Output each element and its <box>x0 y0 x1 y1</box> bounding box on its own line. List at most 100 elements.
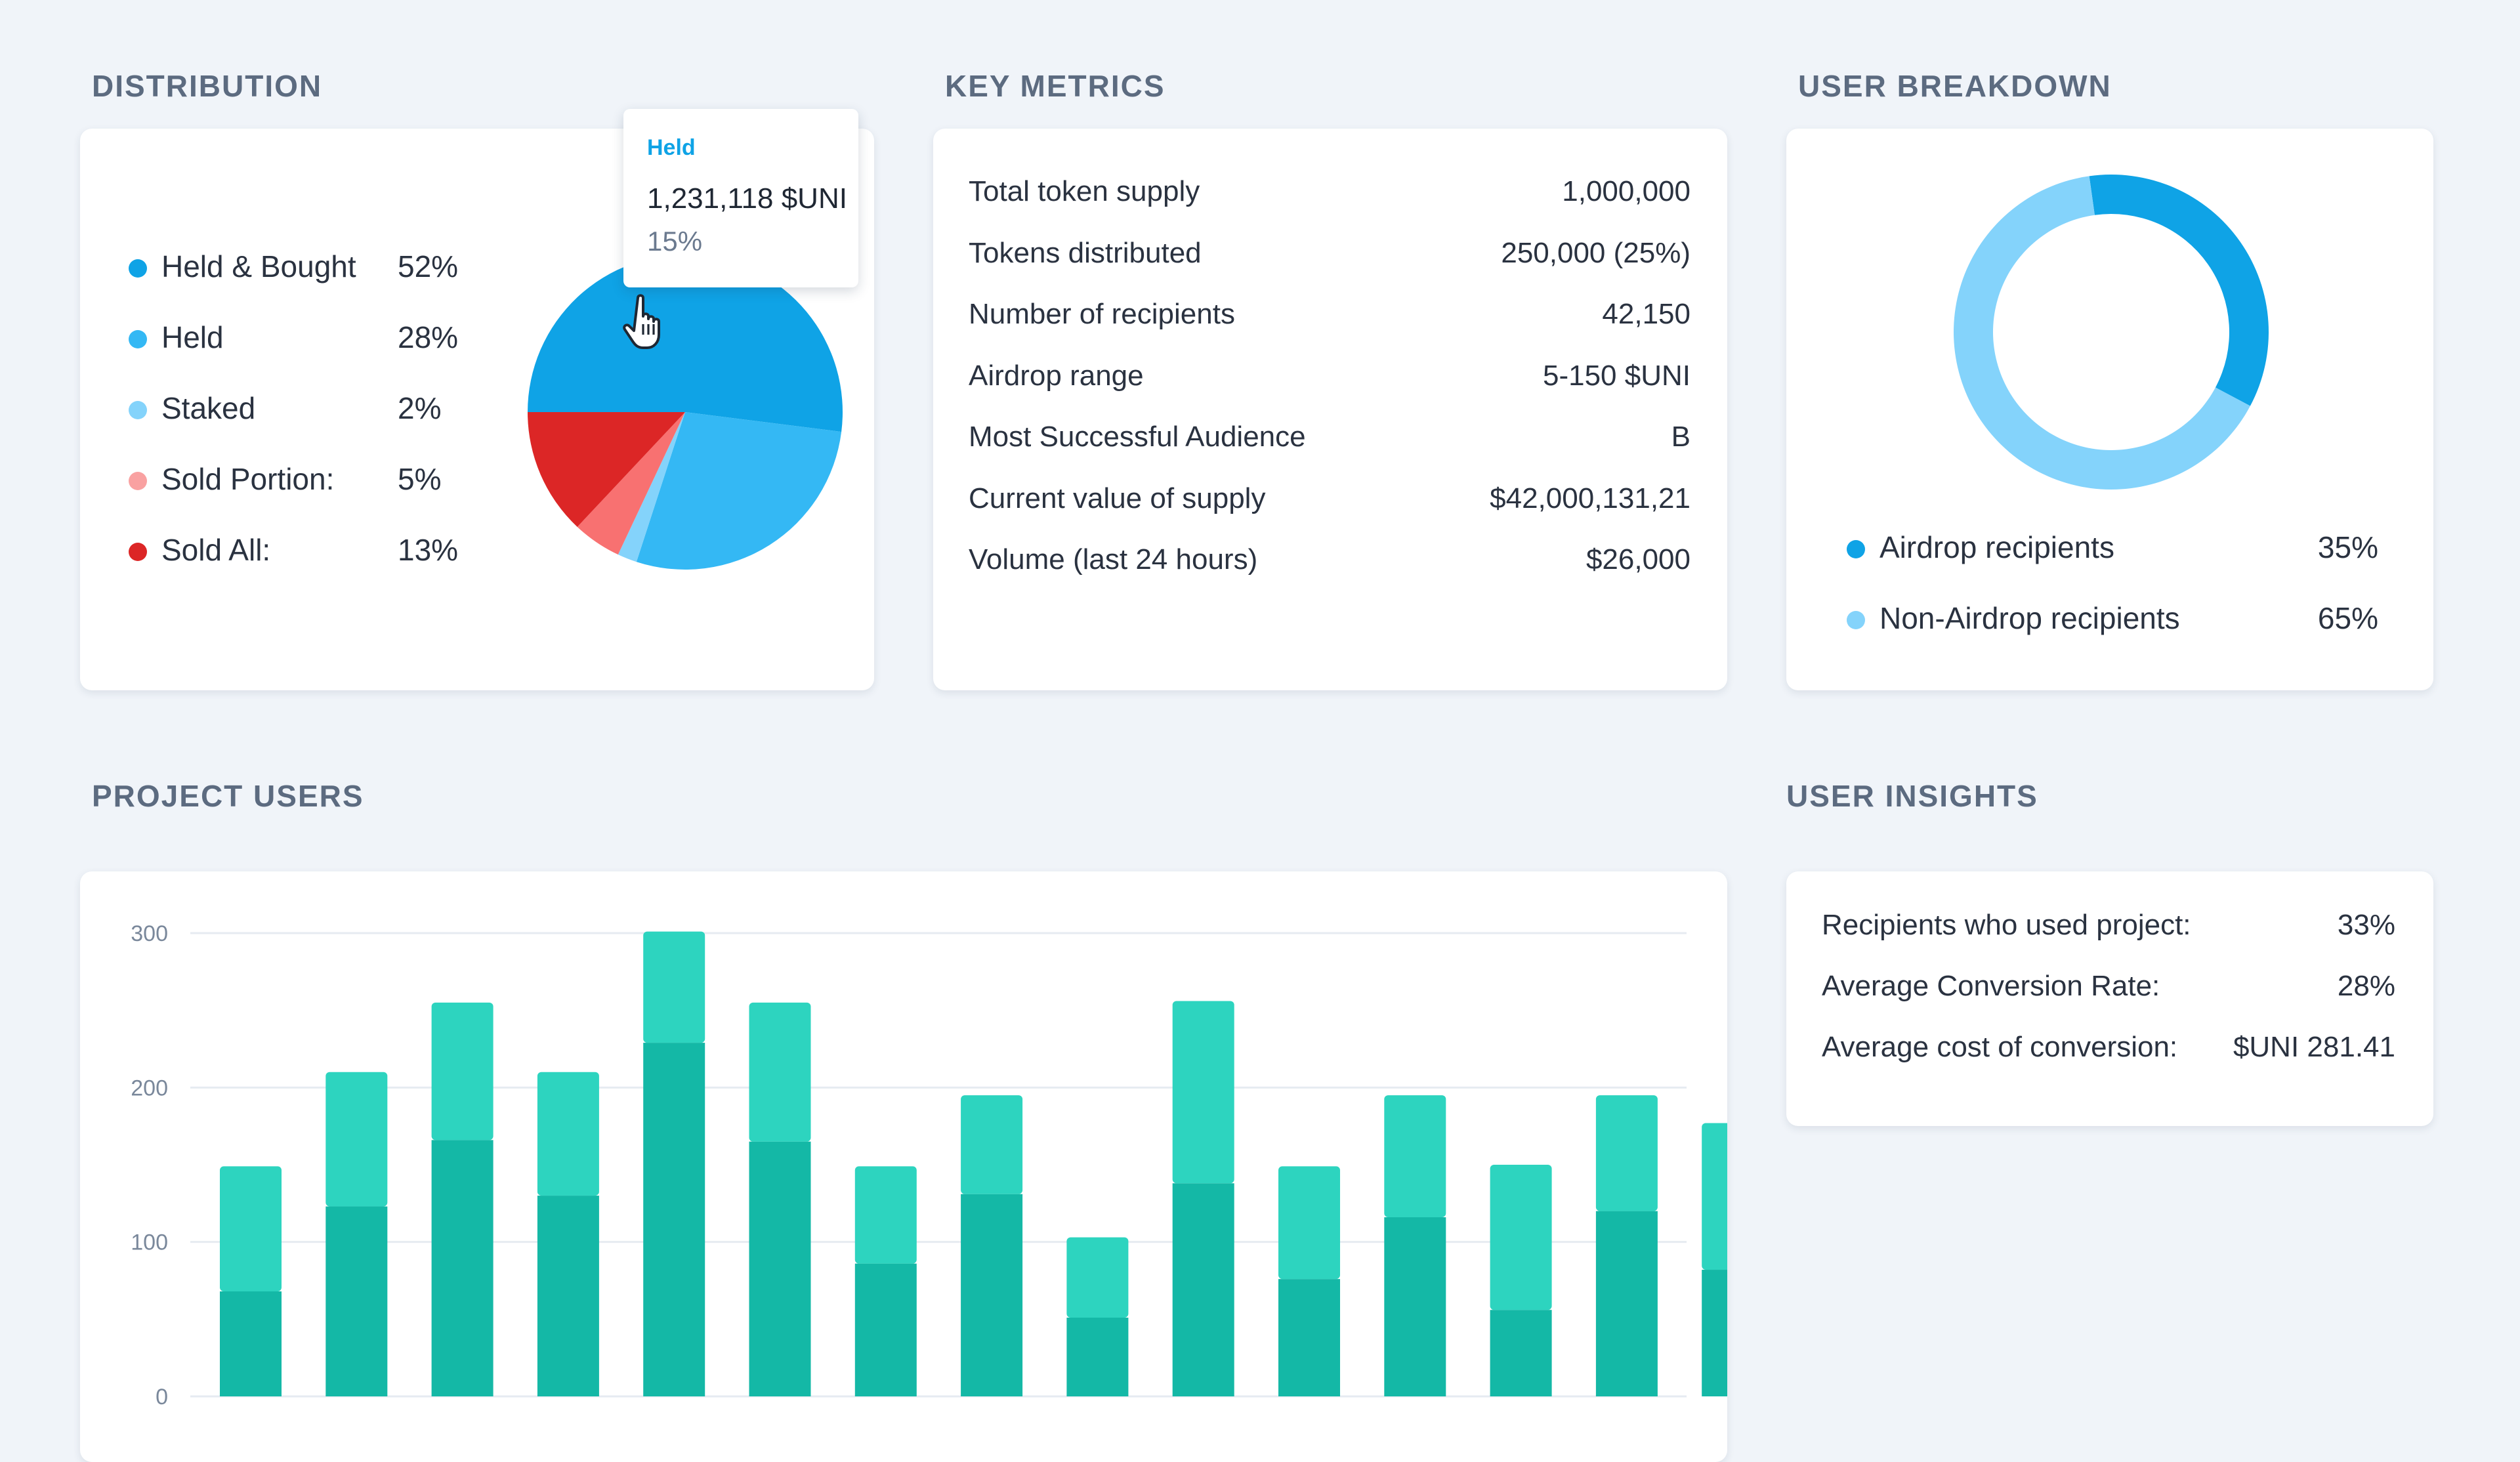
bar-segment-lower[interactable] <box>220 1291 282 1396</box>
bar-segment-upper[interactable] <box>1172 1001 1234 1184</box>
bar-segment-upper[interactable] <box>537 1072 599 1196</box>
distribution-title: DISTRIBUTION <box>92 69 323 103</box>
bar-segment-lower[interactable] <box>643 1043 705 1396</box>
distribution-pie-chart[interactable] <box>521 248 849 576</box>
bar-segment-upper[interactable] <box>220 1166 282 1291</box>
metric-value: 42,150 <box>1602 298 1690 330</box>
metric-label: Airdrop range <box>969 359 1144 392</box>
bar-segment-upper[interactable] <box>431 1002 494 1140</box>
bar-segment-upper[interactable] <box>326 1072 388 1207</box>
metric-row: Tokens distributed 250,000 (25%) <box>969 234 1690 273</box>
metric-row: Airdrop range 5-150 $UNI <box>969 356 1690 396</box>
y-tick-label: 100 <box>131 1230 168 1255</box>
user-breakdown-card: Airdrop recipients 35% Non-Airdrop recipie… <box>1786 129 2433 690</box>
metric-label: Average cost of conversion: <box>1822 1031 2178 1063</box>
metric-value: B <box>1671 421 1690 453</box>
bar-segment-upper[interactable] <box>1066 1237 1129 1318</box>
insight-row: Average cost of conversion: $UNI 281.41 <box>1822 1028 2395 1067</box>
legend-label: Sold Portion: <box>161 462 335 496</box>
pie-tooltip: Held 1,231,118 $UNI 15% <box>623 109 858 287</box>
bar-segment-lower[interactable] <box>749 1141 811 1396</box>
legend-value: 2% <box>398 391 442 425</box>
bar-segment-lower[interactable] <box>1066 1317 1129 1396</box>
legend-label: Sold All: <box>161 533 271 567</box>
legend-item[interactable]: Held & Bought 52% <box>129 247 496 286</box>
project-users-card: 0 100 200 300 <box>80 871 1727 1462</box>
metric-row: Total token supply 1,000,000 <box>969 172 1690 211</box>
metric-value: $26,000 <box>1586 543 1690 575</box>
pie-slice-sold-all[interactable] <box>528 412 685 527</box>
metric-value: 250,000 (25%) <box>1501 236 1690 269</box>
bar-segment-upper[interactable] <box>854 1166 917 1264</box>
legend-dot <box>129 543 147 561</box>
key-metrics-card: Total token supply 1,000,000 Tokens distri… <box>933 129 1727 690</box>
bar-segment-upper[interactable] <box>1702 1123 1727 1270</box>
user-breakdown-title: USER BREAKDOWN <box>1798 69 2112 103</box>
project-users-bar-chart: 0 100 200 300 <box>131 921 1727 1410</box>
legend-item[interactable]: Sold All: 13% <box>129 530 496 570</box>
pie-slice-staked[interactable] <box>618 412 685 562</box>
bar-segment-lower[interactable] <box>1490 1310 1552 1396</box>
legend-item[interactable]: Airdrop recipients 35% <box>1847 528 2378 567</box>
user-insights-card: Recipients who used project: 33% Average C… <box>1786 871 2433 1126</box>
project-users-title: PROJECT USERS <box>92 779 364 813</box>
user-breakdown-donut-chart[interactable] <box>1947 168 2275 496</box>
tooltip-amount: 1,231,118 $UNI <box>647 182 847 215</box>
metric-value: 33% <box>2337 909 2395 941</box>
legend-value: 28% <box>398 320 459 354</box>
legend-value: 5% <box>398 462 442 496</box>
legend-item[interactable]: Non-Airdrop recipients 65% <box>1847 598 2378 638</box>
legend-value: 52% <box>398 249 459 283</box>
bar-segment-upper[interactable] <box>961 1095 1023 1194</box>
metric-label: Recipients who used project: <box>1822 909 2191 941</box>
metric-label: Average Conversion Rate: <box>1822 970 2160 1002</box>
metric-value: 1,000,000 <box>1562 175 1690 207</box>
donut-slice-airdrop-recipients[interactable] <box>2089 175 2269 406</box>
pie-slice-held[interactable] <box>636 412 842 570</box>
metric-value: $42,000,131,21 <box>1490 482 1690 514</box>
bar-segment-lower[interactable] <box>1384 1217 1446 1396</box>
metric-label: Current value of supply <box>969 482 1266 514</box>
legend-dot <box>129 259 147 278</box>
user-insights-title: USER INSIGHTS <box>1786 779 2038 813</box>
legend-item[interactable]: Sold Portion: 5% <box>129 459 496 499</box>
bar-segment-upper[interactable] <box>1278 1166 1340 1280</box>
pie-slice-held-bought[interactable] <box>528 255 843 432</box>
bar-segment-upper[interactable] <box>1490 1165 1552 1310</box>
metric-label: Most Successful Audience <box>969 421 1306 453</box>
bar-segment-lower[interactable] <box>1595 1211 1658 1396</box>
bar-segment-upper[interactable] <box>749 1002 811 1142</box>
bar-segment-upper[interactable] <box>1384 1095 1446 1218</box>
y-tick-label: 200 <box>131 1076 168 1100</box>
pie-slice-sold-portion[interactable] <box>577 412 685 555</box>
legend-item[interactable]: Held 28% <box>129 318 496 357</box>
bar-segment-lower[interactable] <box>431 1140 494 1396</box>
metric-row: Number of recipients 42,150 <box>969 295 1690 334</box>
bar-segment-lower[interactable] <box>537 1196 599 1396</box>
y-tick-label: 0 <box>156 1385 168 1410</box>
metric-value: $UNI 281.41 <box>2233 1031 2395 1063</box>
bar-segment-lower[interactable] <box>854 1263 917 1396</box>
tooltip-percent: 15% <box>647 226 703 257</box>
legend-label: Non-Airdrop recipients <box>1880 601 2180 635</box>
metric-value: 28% <box>2337 970 2395 1002</box>
bar-segment-upper[interactable] <box>643 931 705 1043</box>
bar-segment-upper[interactable] <box>1595 1095 1658 1211</box>
bar-segment-lower[interactable] <box>961 1194 1023 1396</box>
insight-row: Average Conversion Rate: 28% <box>1822 967 2395 1006</box>
metric-label: Number of recipients <box>969 298 1235 330</box>
bar-segment-lower[interactable] <box>326 1206 388 1396</box>
legend-dot <box>1847 540 1865 558</box>
metric-row: Volume (last 24 hours) $26,000 <box>969 540 1690 579</box>
legend-label: Held <box>161 320 224 354</box>
legend-label: Held & Bought <box>161 249 356 283</box>
legend-value: 65% <box>2317 601 2378 635</box>
bar-segment-lower[interactable] <box>1278 1279 1340 1396</box>
legend-dot <box>129 472 147 490</box>
bar-segment-lower[interactable] <box>1172 1183 1234 1396</box>
bar-segment-lower[interactable] <box>1702 1270 1727 1396</box>
legend-label: Staked <box>161 391 256 425</box>
insight-row: Recipients who used project: 33% <box>1822 906 2395 945</box>
legend-dot <box>129 330 147 348</box>
legend-item[interactable]: Staked 2% <box>129 388 496 428</box>
